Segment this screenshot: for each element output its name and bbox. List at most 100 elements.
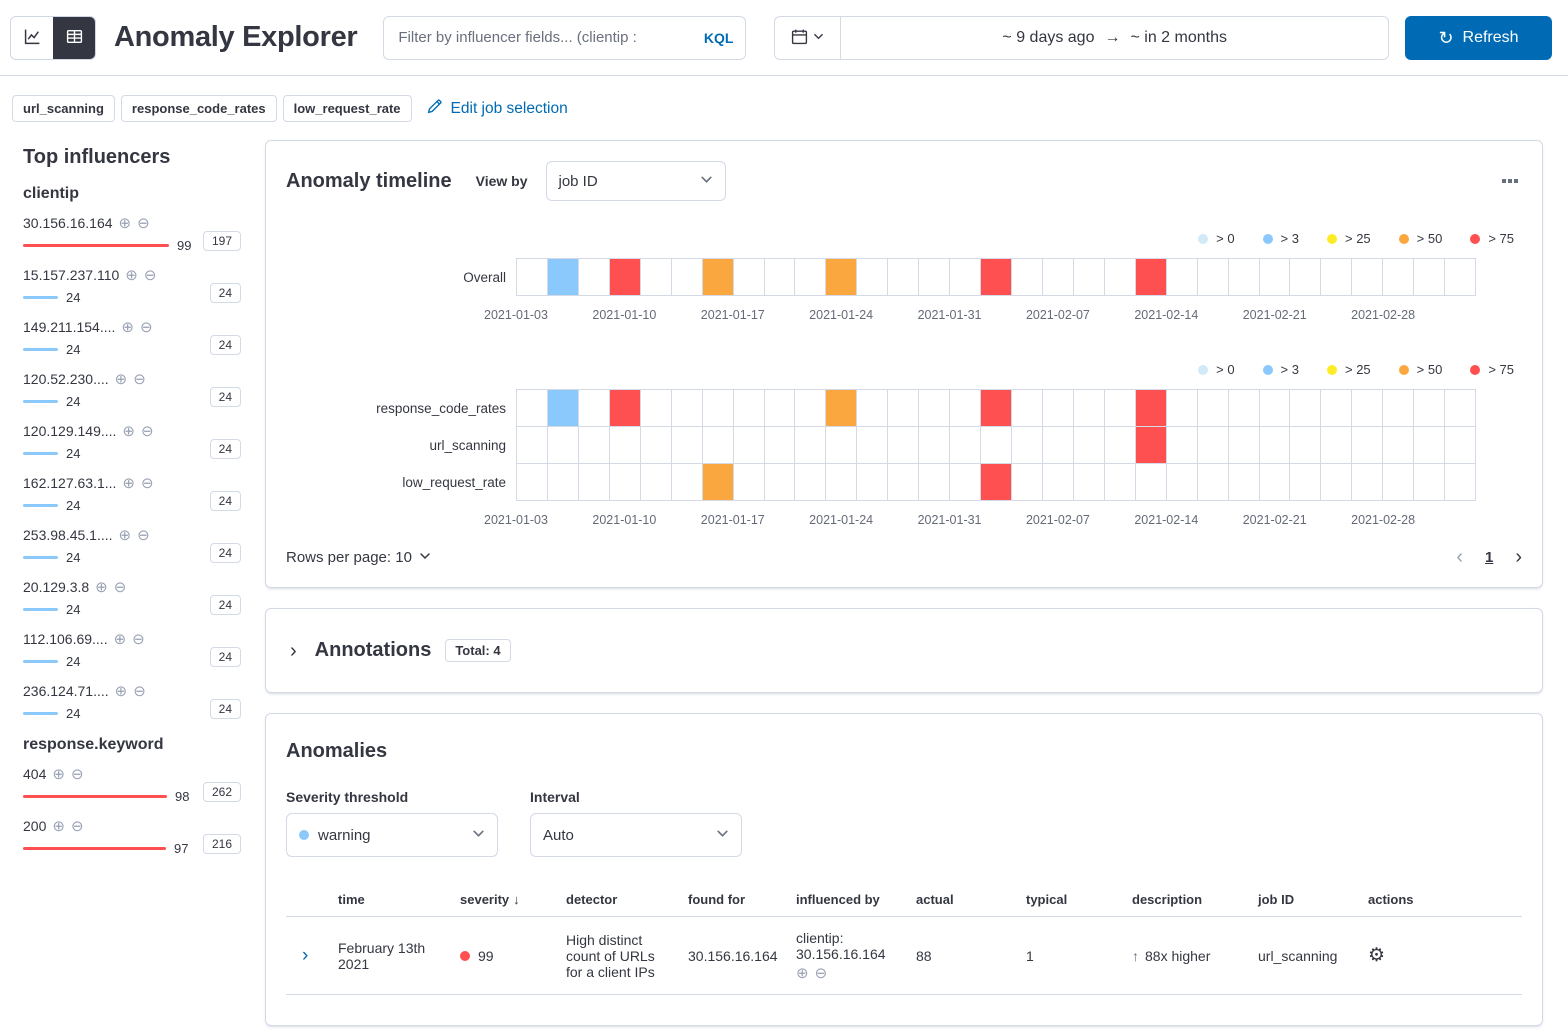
swimlane-cell[interactable] — [1352, 464, 1384, 500]
swimlane-cell[interactable] — [919, 427, 951, 463]
swimlane-cell[interactable] — [734, 259, 765, 295]
swimlane-cell[interactable] — [1167, 464, 1198, 500]
remove-filter-icon[interactable]: ⊖ — [141, 422, 154, 440]
swimlane-cell[interactable] — [795, 464, 827, 500]
remove-filter-icon[interactable]: ⊖ — [113, 578, 127, 596]
influencer-filter-input[interactable] — [396, 28, 696, 47]
remove-filter-icon[interactable]: ⊖ — [139, 318, 153, 336]
swimlane-cell[interactable] — [981, 259, 1012, 295]
date-range-start[interactable]: ~ 9 days ago — [1002, 28, 1095, 46]
swimlane-cell[interactable] — [1383, 464, 1415, 500]
column-header-job-id[interactable]: job ID — [1250, 883, 1360, 917]
swimlane-cell[interactable] — [857, 427, 889, 463]
swimlane-cell[interactable] — [1352, 427, 1384, 463]
swimlane-cell[interactable] — [1290, 390, 1322, 426]
swimlane-cell[interactable] — [517, 427, 548, 463]
swimlane-cell[interactable] — [1074, 427, 1105, 463]
remove-filter-icon[interactable]: ⊖ — [137, 526, 150, 544]
remove-filter-icon[interactable]: ⊖ — [70, 817, 84, 835]
column-header-detector[interactable]: detector — [558, 883, 680, 917]
date-range-end[interactable]: ~ in 2 months — [1130, 28, 1227, 46]
swimlane-cell[interactable] — [950, 259, 982, 295]
swimlane-cell[interactable] — [641, 259, 672, 295]
swimlane-cell[interactable] — [1321, 259, 1353, 295]
add-filter-icon[interactable]: ⊕ — [122, 474, 135, 492]
swimlane-cell[interactable] — [672, 259, 703, 295]
swimlane-cell[interactable] — [1167, 390, 1198, 426]
column-header-description[interactable]: description — [1124, 883, 1250, 917]
remove-filter-icon[interactable]: ⊖ — [141, 474, 154, 492]
swimlane-cell[interactable] — [795, 427, 827, 463]
swimlane-cell[interactable] — [1414, 259, 1446, 295]
date-range[interactable]: ~ 9 days ago → ~ in 2 months — [841, 29, 1388, 47]
swimlane-cell[interactable] — [702, 464, 734, 500]
swimlane-cell[interactable] — [919, 464, 951, 500]
swimlane-cell[interactable] — [1321, 390, 1353, 426]
add-filter-icon[interactable]: ⊕ — [114, 682, 128, 700]
remove-filter-icon[interactable]: ⊖ — [814, 965, 828, 982]
swimlane-cell[interactable] — [1229, 464, 1260, 500]
swimlane-cell[interactable] — [1074, 464, 1105, 500]
swimlane-cell[interactable] — [1321, 464, 1353, 500]
swimlane-cell[interactable] — [641, 390, 672, 426]
column-header-actual[interactable]: actual — [908, 883, 1018, 917]
swimlane-cell[interactable] — [734, 427, 765, 463]
swimlane-cell[interactable] — [1043, 390, 1074, 426]
swimlane-cell[interactable] — [1260, 390, 1291, 426]
swimlane-cell[interactable] — [609, 390, 641, 426]
swimlane-cell[interactable] — [765, 390, 796, 426]
swimlane-cell[interactable] — [1445, 259, 1475, 295]
gear-icon[interactable]: ⚙ — [1368, 945, 1386, 966]
swimlane-cell[interactable] — [857, 464, 889, 500]
swimlane-cell[interactable] — [888, 427, 920, 463]
swimlane-cell[interactable] — [888, 390, 920, 426]
swimlane-cell[interactable] — [1260, 259, 1291, 295]
table-view-button[interactable] — [53, 16, 95, 59]
swimlane-cell[interactable] — [1290, 259, 1322, 295]
interval-select[interactable]: Auto — [530, 813, 742, 857]
swimlane-cell[interactable] — [1352, 259, 1384, 295]
panel-options-icon[interactable] — [1498, 175, 1522, 187]
date-picker-calendar-button[interactable] — [775, 16, 842, 59]
add-filter-icon[interactable]: ⊕ — [95, 578, 108, 596]
swimlane-cell[interactable] — [703, 390, 734, 426]
swimlane-cell[interactable] — [579, 427, 610, 463]
swimlane-cell[interactable] — [765, 464, 796, 500]
swimlane-cell[interactable] — [826, 464, 858, 500]
swimlane-cell[interactable] — [1383, 390, 1415, 426]
swimlane-cell[interactable] — [1321, 427, 1353, 463]
swimlane-cell[interactable] — [795, 259, 827, 295]
swimlane-cell[interactable] — [1135, 427, 1167, 463]
swimlane-cell[interactable] — [1012, 464, 1043, 500]
swimlane-cell[interactable] — [1105, 390, 1136, 426]
swimlane-cell[interactable] — [1012, 390, 1043, 426]
swimlane-cell[interactable] — [1260, 464, 1291, 500]
swimlane-cell[interactable] — [1229, 259, 1260, 295]
swimlane-cell[interactable] — [857, 259, 889, 295]
swimlane-cell[interactable] — [1135, 390, 1167, 426]
add-filter-icon[interactable]: ⊕ — [52, 765, 65, 783]
swimlane-cell[interactable] — [517, 390, 548, 426]
swimlane-cell[interactable] — [1260, 427, 1291, 463]
swimlane-cell[interactable] — [950, 427, 982, 463]
swimlane-cell[interactable] — [1198, 390, 1229, 426]
swimlane-cell[interactable] — [610, 427, 641, 463]
swimlane-cell[interactable] — [981, 427, 1012, 463]
swimlane-cell[interactable] — [517, 464, 548, 500]
swimlane-cell[interactable] — [609, 259, 641, 295]
swimlane-cell[interactable] — [1043, 427, 1074, 463]
swimlane-cell[interactable] — [1383, 427, 1415, 463]
remove-filter-icon[interactable]: ⊖ — [143, 266, 157, 284]
swimlane-cell[interactable] — [641, 464, 672, 500]
remove-filter-icon[interactable]: ⊖ — [133, 370, 146, 388]
swimlane-cell[interactable] — [888, 464, 920, 500]
swimlane-cell[interactable] — [1445, 427, 1475, 463]
swimlane-cell[interactable] — [1414, 390, 1446, 426]
query-language-badge[interactable]: KQL — [703, 29, 734, 46]
edit-job-selection-link[interactable]: Edit job selection — [426, 98, 568, 120]
swimlane-cell[interactable] — [1136, 464, 1167, 500]
expand-row-button[interactable]: › — [294, 943, 316, 969]
swimlane-cell[interactable] — [950, 464, 982, 500]
swimlane-cell[interactable] — [1074, 259, 1105, 295]
column-header-influenced-by[interactable]: influenced by — [788, 883, 908, 917]
